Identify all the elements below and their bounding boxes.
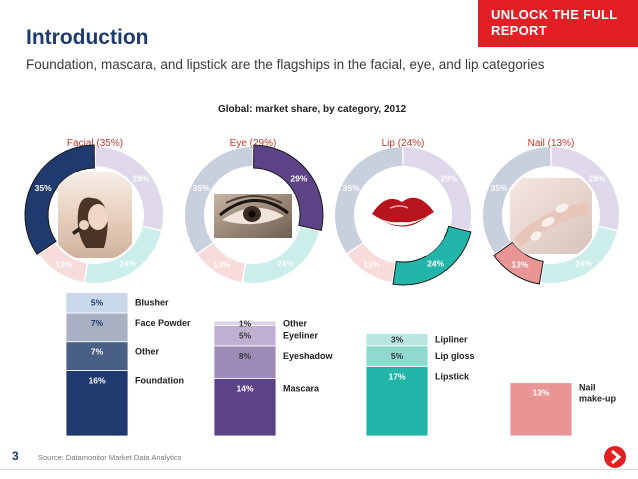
segment-name: Foundation — [135, 375, 184, 385]
slice-facial — [335, 147, 403, 254]
slice-label-eye: 29% — [132, 174, 149, 184]
segment-value: 14% — [236, 384, 253, 394]
page-title: Introduction — [26, 26, 149, 49]
segment-blusher — [65, 292, 129, 314]
facial-photo — [58, 172, 132, 258]
slice-facial — [185, 147, 253, 254]
segment-name: Lipstick — [435, 371, 470, 381]
slice-nail — [493, 241, 544, 285]
slice-label-lip: 24% — [427, 259, 444, 269]
segment-name: Face Powder — [135, 318, 191, 328]
segment-value: 16% — [88, 375, 105, 385]
segment-name: Eyeshadow — [283, 351, 334, 361]
slice-label-nail: 13% — [213, 260, 230, 270]
segment-nail-make-up — [509, 382, 573, 437]
donut-lip: Lip (24%) 29% 24% 13% 35% — [335, 138, 472, 286]
lip-photo — [362, 178, 444, 256]
page-number: 3 — [12, 449, 19, 463]
stacked-bars: 16% Foundation 7% Other 7% Face Powder 5% Blush… — [65, 292, 617, 437]
slice-label-eye: 29% — [588, 174, 605, 184]
nail-photo — [510, 178, 592, 254]
segment-name: Mascara — [283, 384, 320, 394]
segment-value: 13% — [532, 388, 549, 398]
footer-divider — [0, 469, 638, 470]
page-subtitle: Foundation, mascara, and lipstick are th… — [26, 57, 545, 72]
bar-eye: 14% Mascara 8% Eyeshadow 5% Eyeliner 1% Other — [213, 318, 334, 437]
eye-photo — [214, 194, 292, 238]
slice-label-lip: 24% — [119, 259, 136, 269]
slice-label-lip: 24% — [277, 259, 294, 269]
donut-nail: Nail (13%) 29% 24% 13% 35% — [483, 138, 619, 285]
donut-charts: Facial (35%) 29% 24% 13% 35% Eye (29%) 29% 24% 1… — [24, 138, 619, 286]
donut-title: Eye (29%) — [230, 138, 277, 149]
category-photos — [58, 172, 592, 258]
segment-lipliner — [365, 333, 429, 347]
slice-nail — [197, 243, 245, 283]
slice-label-eye: 29% — [440, 174, 457, 184]
segment-value: 5% — [91, 298, 104, 308]
segment-value: 17% — [388, 371, 405, 381]
donut-eye: Eye (29%) 29% 24% 13% 35% — [185, 138, 324, 283]
segment-value: 7% — [91, 347, 104, 357]
segment-eyeshadow — [213, 345, 277, 379]
slice-label-lip: 24% — [575, 259, 592, 269]
donut-title: Nail (13%) — [528, 138, 575, 149]
source-note: Source: Datamonitor Market Data Analytic… — [38, 453, 182, 462]
slice-nail — [39, 243, 87, 283]
slice-label-facial: 35% — [193, 183, 210, 193]
segment-value: 3% — [391, 335, 404, 345]
unlock-report-banner[interactable]: UNLOCK THE FULL REPORT — [478, 0, 638, 47]
slice-eye — [551, 147, 619, 230]
slice-lip — [243, 226, 319, 283]
segment-value: 5% — [391, 351, 404, 361]
slice-eye — [403, 147, 472, 230]
segment-name: make-up — [579, 394, 617, 404]
segment-name: Lipliner — [435, 335, 468, 345]
segment-face-powder — [65, 312, 129, 343]
segment-name: Lip gloss — [435, 351, 475, 361]
segment-value: 5% — [239, 330, 252, 340]
segment-name: Blusher — [135, 298, 169, 308]
segment-other — [213, 320, 277, 326]
donut-facial: Facial (35%) 29% 24% 13% 35% — [24, 138, 163, 283]
slice-label-facial: 35% — [343, 183, 360, 193]
bar-lip: 17% Lipstick 5% Lip gloss 3% Lipliner — [365, 333, 475, 437]
slice-facial — [24, 144, 95, 255]
slice-eye — [253, 144, 324, 231]
slice-label-nail: 13% — [511, 260, 528, 270]
segment-mascara — [213, 378, 277, 437]
segment-value: 8% — [239, 351, 252, 361]
bar-facial: 16% Foundation 7% Other 7% Face Powder 5% Blush… — [65, 292, 191, 437]
segment-value: 1% — [239, 318, 252, 328]
slice-label-nail: 13% — [55, 260, 72, 270]
segment-name: Nail — [579, 383, 596, 393]
donut-title: Facial (35%) — [67, 138, 123, 149]
slice-lip — [85, 226, 161, 283]
segment-foundation — [65, 369, 129, 437]
slice-nail — [347, 243, 395, 283]
brand-logo-icon — [604, 446, 626, 468]
segment-name: Other — [135, 347, 160, 357]
slice-label-eye: 29% — [290, 174, 307, 184]
slice-label-nail: 13% — [363, 260, 380, 270]
slice-label-facial: 35% — [35, 183, 52, 193]
chart-title: Global: market share, by category, 2012 — [218, 104, 407, 115]
slice-lip — [541, 226, 617, 283]
slice-eye — [95, 147, 163, 230]
segment-value: 7% — [91, 318, 104, 328]
slice-label-facial: 35% — [491, 183, 508, 193]
slice-facial — [483, 147, 551, 254]
segment-name: Other — [283, 318, 308, 328]
segment-other — [65, 341, 129, 371]
banner-text: UNLOCK THE FULL REPORT — [491, 7, 618, 38]
segment-name: Eyeliner — [283, 330, 319, 340]
donut-title: Lip (24%) — [382, 138, 425, 149]
